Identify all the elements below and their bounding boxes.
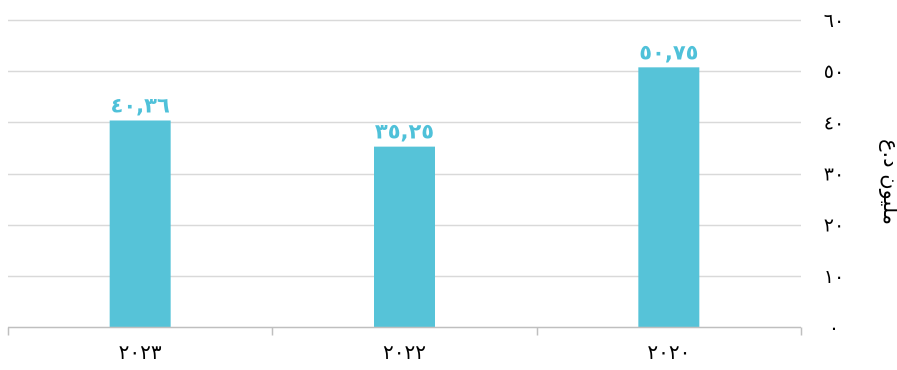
x-axis xyxy=(7,326,803,336)
data-labels: ٥٠,٧٥ ٣٥,٢٥ ٤٠,٣٦ xyxy=(111,40,699,143)
data-label: ٣٥,٢٥ xyxy=(375,120,434,144)
bar xyxy=(109,120,171,327)
y-axis-label: مليون د.ع xyxy=(879,139,897,225)
y-axis-ticks: ٠ ١٠ ٢٠ ٣٠ ٤٠ ٥٠ ٦٠ xyxy=(824,10,844,339)
bar xyxy=(638,67,700,328)
x-axis-tick-labels: ٢٠٢٠ ٢٠٢٢ ٢٠٢٣ xyxy=(119,340,691,364)
y-tick-label: ٦٠ xyxy=(824,10,844,32)
y-tick-label: ٥٠ xyxy=(824,61,844,83)
bars xyxy=(109,67,700,328)
y-tick-label: ٢٠ xyxy=(824,215,844,237)
bar xyxy=(374,146,435,327)
y-tick-label: ١٠ xyxy=(824,266,844,288)
y-tick-label: ٠ xyxy=(829,317,839,339)
x-tick-label: ٢٠٢٣ xyxy=(119,340,162,364)
y-tick-label: ٣٠ xyxy=(824,164,844,186)
data-label: ٥٠,٧٥ xyxy=(639,40,698,64)
x-tick-label: ٢٠٢٠ xyxy=(647,340,690,364)
data-label: ٤٠,٣٦ xyxy=(111,93,170,117)
x-tick-label: ٢٠٢٢ xyxy=(383,340,426,364)
y-tick-label: ٤٠ xyxy=(824,112,844,134)
